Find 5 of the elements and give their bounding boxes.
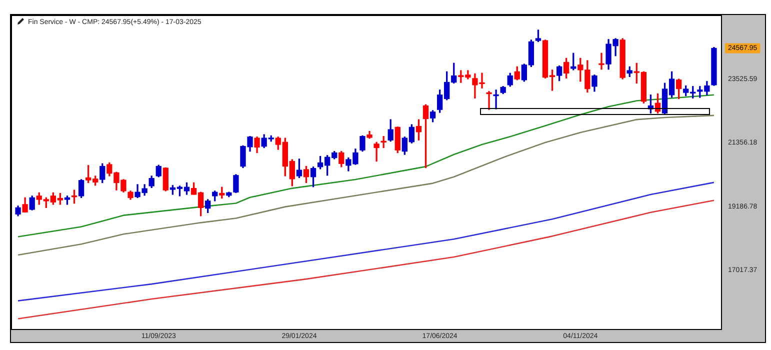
- candlestick: [486, 91, 492, 110]
- candlestick: [493, 90, 499, 110]
- candlestick: [374, 142, 380, 162]
- candlestick: [598, 52, 604, 70]
- candlestick: [380, 136, 386, 148]
